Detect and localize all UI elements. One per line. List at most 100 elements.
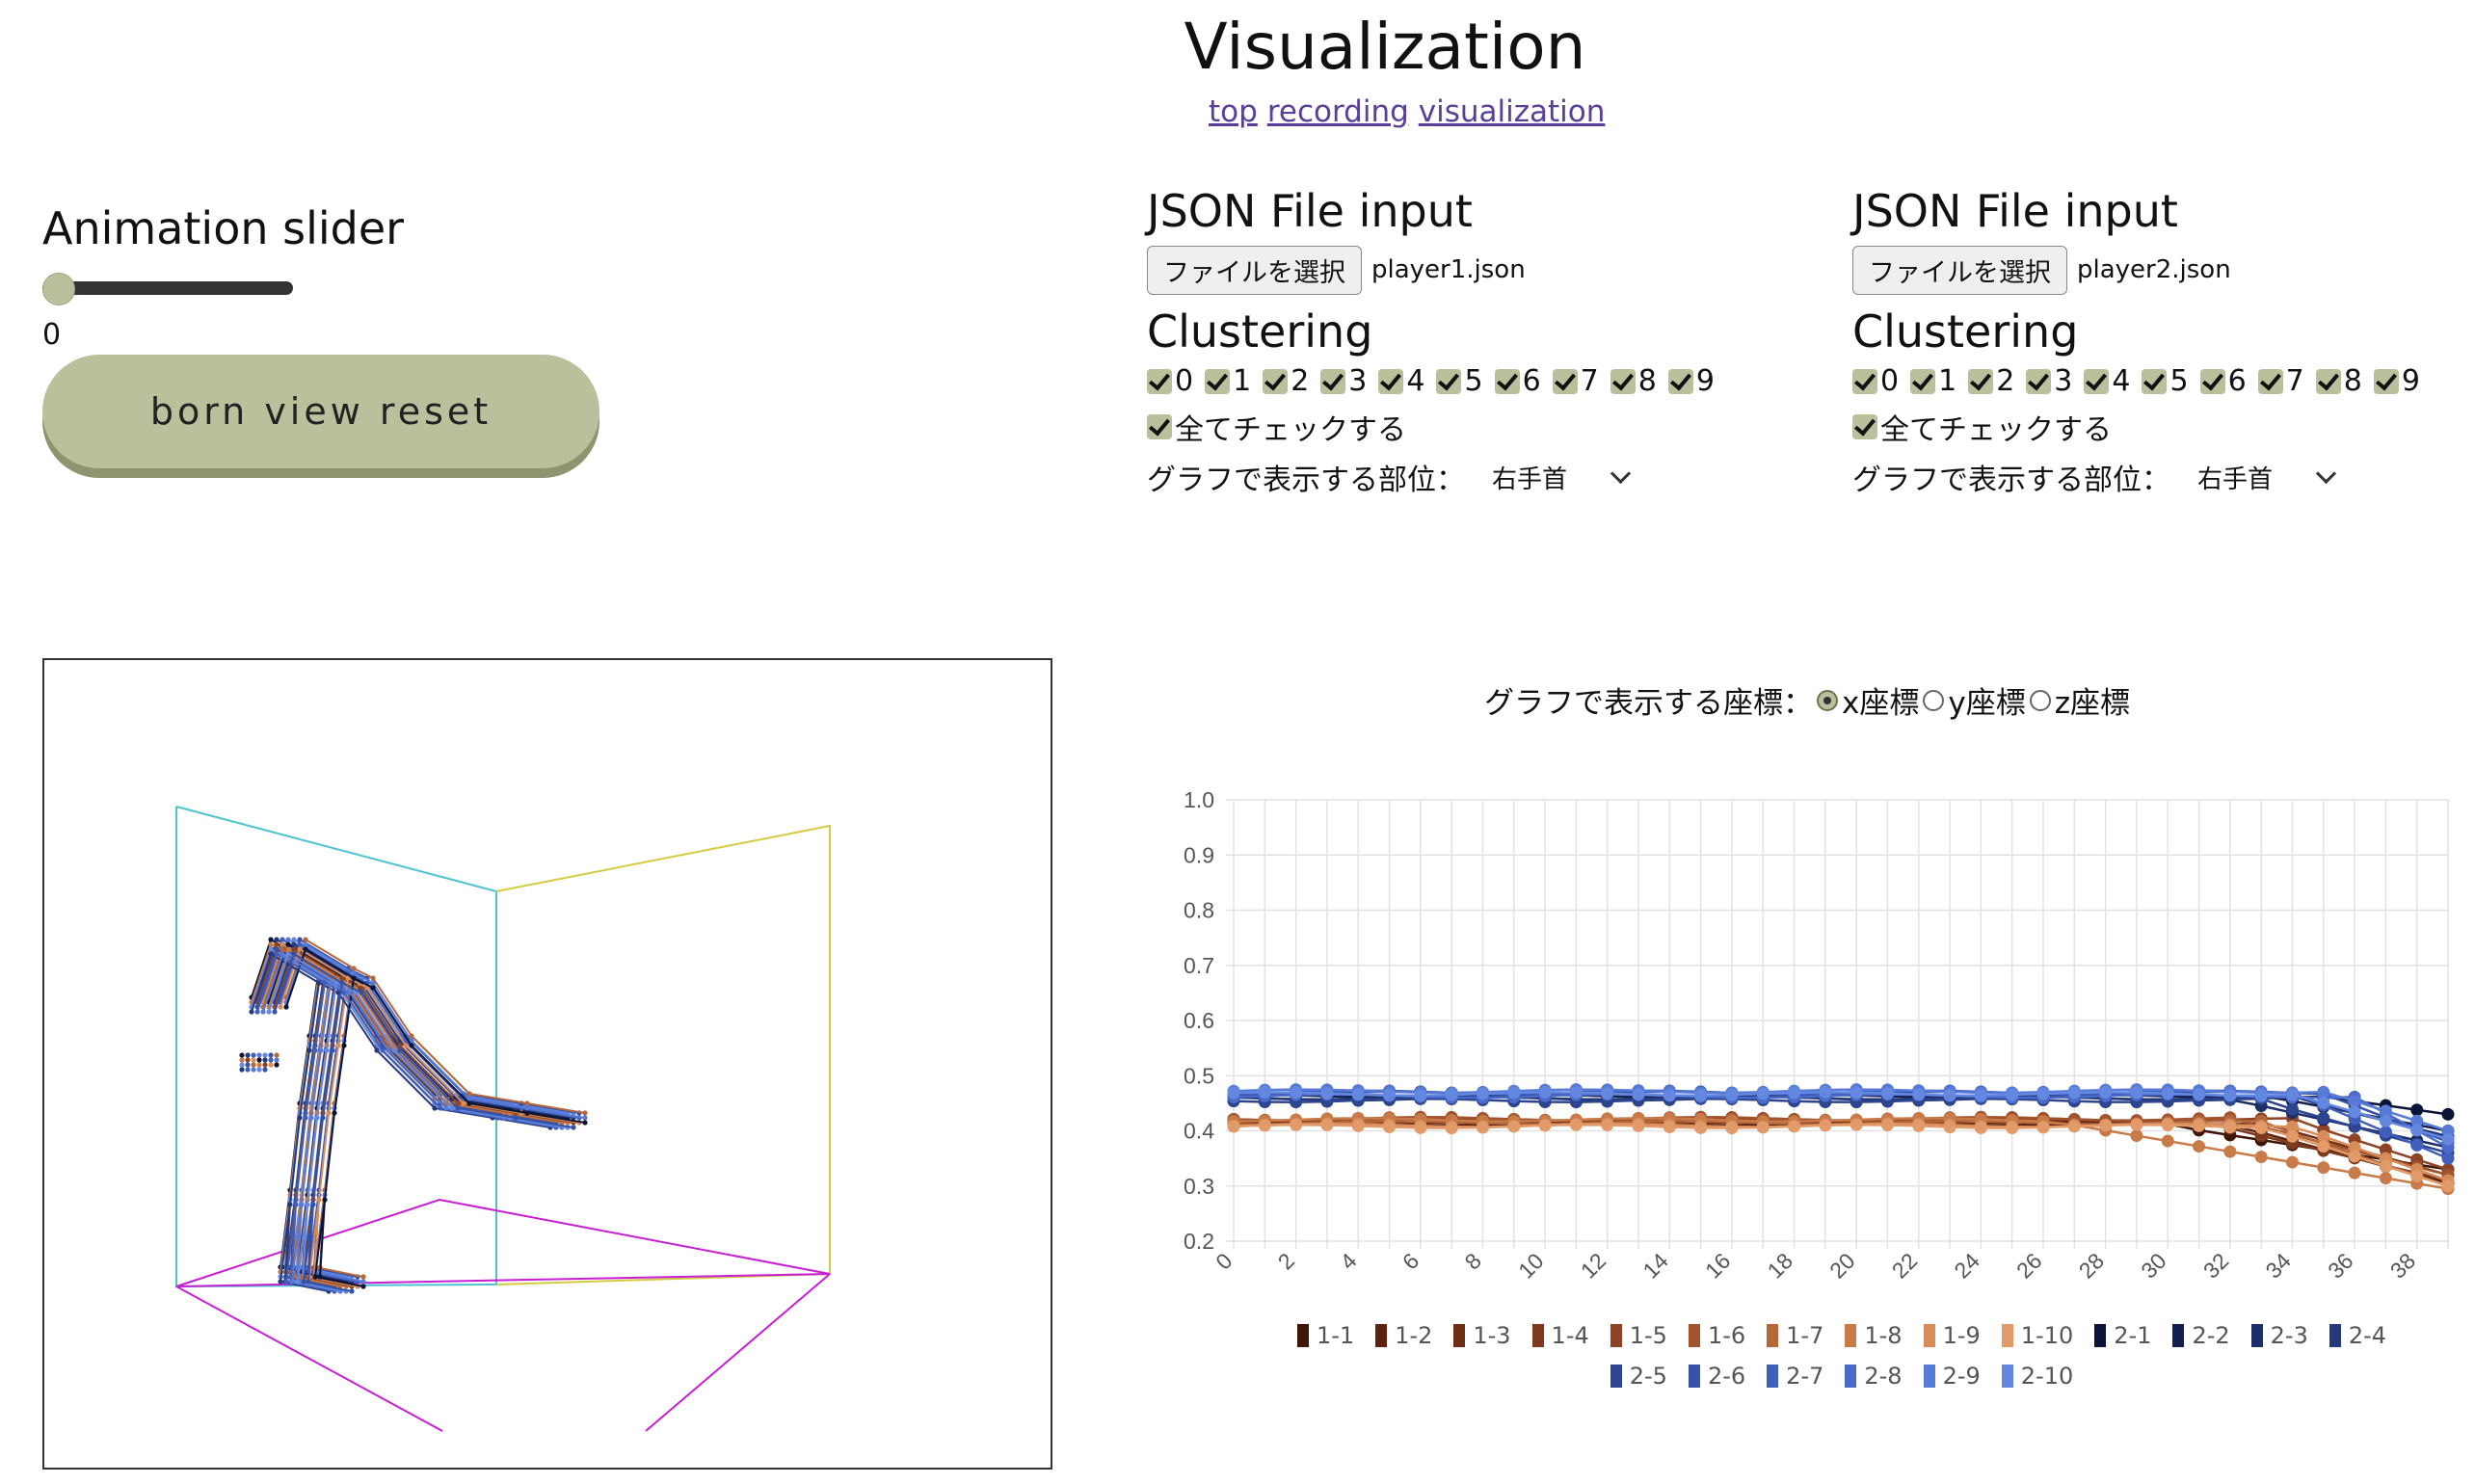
cluster-checkbox-7[interactable]: 7 — [1552, 364, 1599, 398]
body-part-select[interactable]: 右手首 — [2197, 460, 2337, 495]
cluster-checkbox-6[interactable]: 6 — [1494, 364, 1541, 398]
legend-item-1-4[interactable]: 1-4 — [1531, 1322, 1589, 1349]
series-point-1-10 — [1663, 1121, 1676, 1134]
cluster-checkboxes: 0 1 2 3 4 5 6 7 8 9 — [1147, 364, 1744, 398]
born-view-reset-button[interactable]: born view reset — [42, 355, 599, 468]
cluster-checkbox-0[interactable]: 0 — [1852, 364, 1899, 398]
legend-item-1-5[interactable]: 1-5 — [1610, 1322, 1667, 1349]
legend-item-2-9[interactable]: 2-9 — [1923, 1363, 1981, 1390]
cluster-label: 1 — [1233, 364, 1252, 399]
series-point-2-10 — [2285, 1088, 2299, 1101]
nav-link-top[interactable]: top — [1209, 94, 1258, 129]
radio-z[interactable]: z座標 — [2029, 678, 2130, 722]
file-input-row: ファイルを選択 player2.json — [1852, 244, 2450, 296]
radio-y[interactable]: y座標 — [1923, 678, 2026, 722]
cluster-checkbox-2[interactable]: 2 — [1968, 364, 2014, 398]
legend-row: 2-5 2-6 2-7 2-8 2-9 2-10 — [1191, 1363, 2475, 1390]
skeleton-3d-view[interactable] — [42, 658, 1052, 1470]
x-tick-label: 0 — [1211, 1248, 1237, 1274]
cluster-checkbox-4[interactable]: 4 — [2084, 364, 2130, 398]
legend-item-1-3[interactable]: 1-3 — [1453, 1322, 1511, 1349]
series-point-2-10 — [1694, 1089, 1708, 1102]
cluster-checkbox-0[interactable]: 0 — [1147, 364, 1193, 398]
axis-select-label: グラフで表示する座標： — [1484, 686, 1813, 721]
cluster-checkbox-5[interactable]: 5 — [1436, 364, 1483, 398]
cluster-label: 0 — [1175, 364, 1194, 399]
cluster-label: 2 — [1996, 364, 2015, 399]
legend-item-2-10[interactable]: 2-10 — [2001, 1363, 2073, 1390]
cluster-checkbox-1[interactable]: 1 — [1205, 364, 1251, 398]
series-point-1-10 — [2410, 1169, 2424, 1182]
check-all-checkbox[interactable]: 全てチェックする — [1852, 406, 2450, 448]
cluster-checkbox-8[interactable]: 8 — [2315, 364, 2362, 398]
radio-x[interactable]: x座標 — [1817, 678, 1919, 722]
legend-label: 2-4 — [2348, 1322, 2387, 1349]
legend-item-1-6[interactable]: 1-6 — [1688, 1322, 1745, 1349]
series-point-1-10 — [1943, 1121, 1956, 1134]
cluster-checkbox-9[interactable]: 9 — [2373, 364, 2420, 398]
checkbox-checked-icon — [2142, 368, 2168, 394]
series-point-2-10 — [1290, 1086, 1303, 1100]
cluster-checkbox-5[interactable]: 5 — [2142, 364, 2189, 398]
x-tick-label: 8 — [1460, 1248, 1486, 1274]
checkbox-checked-icon — [1910, 368, 1936, 394]
axis-select: グラフで表示する座標： x座標 y座標 z座標 — [1484, 678, 2130, 722]
legend-item-2-8[interactable]: 2-8 — [1845, 1363, 1903, 1390]
legend-item-1-10[interactable]: 1-10 — [2001, 1322, 2073, 1349]
series-point-1-10 — [1788, 1120, 1801, 1133]
series-point-1-10 — [1538, 1119, 1552, 1132]
nav-link-visualization[interactable]: visualization — [1418, 94, 1606, 129]
legend-item-1-8[interactable]: 1-8 — [1845, 1322, 1903, 1349]
legend-item-2-2[interactable]: 2-2 — [2172, 1322, 2230, 1349]
legend-item-2-5[interactable]: 2-5 — [1610, 1363, 1667, 1390]
checkbox-checked-icon — [1378, 368, 1404, 394]
choose-file-button[interactable]: ファイルを選択 — [1852, 245, 2067, 295]
cluster-checkbox-7[interactable]: 7 — [2257, 364, 2304, 398]
series-point-1-10 — [2161, 1118, 2174, 1131]
series-point-2-10 — [1788, 1086, 1801, 1100]
legend-item-2-1[interactable]: 2-1 — [2094, 1322, 2151, 1349]
series-point-2-10 — [2441, 1132, 2455, 1146]
legend-label: 1-8 — [1864, 1322, 1903, 1349]
legend-item-2-4[interactable]: 2-4 — [2329, 1322, 2386, 1349]
check-all-checkbox[interactable]: 全てチェックする — [1147, 406, 1744, 448]
cluster-checkbox-3[interactable]: 3 — [2026, 364, 2072, 398]
legend-item-2-7[interactable]: 2-7 — [1767, 1363, 1823, 1390]
cluster-checkbox-1[interactable]: 1 — [1910, 364, 1956, 398]
cluster-checkbox-9[interactable]: 9 — [1667, 364, 1715, 398]
series-point-1-10 — [1974, 1121, 1987, 1134]
checkbox-checked-icon — [1667, 368, 1693, 394]
legend-label: 1-4 — [1551, 1322, 1589, 1349]
yellow-plane — [495, 824, 831, 1285]
legend-row: 1-1 1-2 1-3 1-4 1-5 1-6 1-7 1-8 1-9 1-10 2-1 2-2 2-3… — [1191, 1322, 2475, 1349]
legend-item-1-1[interactable]: 1-1 — [1296, 1322, 1354, 1349]
check-all-label: 全てチェックする — [1880, 413, 2112, 448]
file-input-row: ファイルを選択 player1.json — [1147, 244, 1744, 296]
animation-value: 0 — [42, 318, 62, 352]
slider-thumb[interactable] — [42, 273, 75, 305]
series-point-1-10 — [2067, 1120, 2081, 1133]
cluster-checkbox-8[interactable]: 8 — [1610, 364, 1657, 398]
legend-item-1-7[interactable]: 1-7 — [1767, 1322, 1823, 1349]
legend-item-1-9[interactable]: 1-9 — [1923, 1322, 1981, 1349]
player2-panel: JSON File input ファイルを選択 player2.json Cluste… — [1852, 185, 2450, 498]
legend-swatch — [1296, 1324, 1309, 1347]
legend-item-1-2[interactable]: 1-2 — [1375, 1322, 1432, 1349]
series-point-1-10 — [1632, 1119, 1645, 1132]
x-tick-label: 26 — [2011, 1248, 2046, 1283]
choose-file-button[interactable]: ファイルを選択 — [1147, 245, 1362, 295]
cluster-checkbox-2[interactable]: 2 — [1263, 364, 1309, 398]
player1-panel: JSON File input ファイルを選択 player1.json Cluste… — [1147, 185, 1744, 498]
legend-item-2-3[interactable]: 2-3 — [2250, 1322, 2308, 1349]
legend-item-2-6[interactable]: 2-6 — [1688, 1363, 1745, 1390]
cluster-label: 2 — [1291, 364, 1310, 399]
file-input-heading: JSON File input — [1147, 185, 1473, 237]
series-point-1-10 — [1880, 1118, 1894, 1131]
animation-slider[interactable] — [42, 273, 293, 305]
nav-link-recording[interactable]: recording — [1266, 94, 1409, 129]
cluster-checkbox-3[interactable]: 3 — [1320, 364, 1367, 398]
cluster-checkbox-4[interactable]: 4 — [1378, 364, 1424, 398]
cluster-checkbox-6[interactable]: 6 — [2199, 364, 2247, 398]
cluster-label: 3 — [2054, 364, 2073, 399]
body-part-select[interactable]: 右手首 — [1492, 460, 1632, 495]
